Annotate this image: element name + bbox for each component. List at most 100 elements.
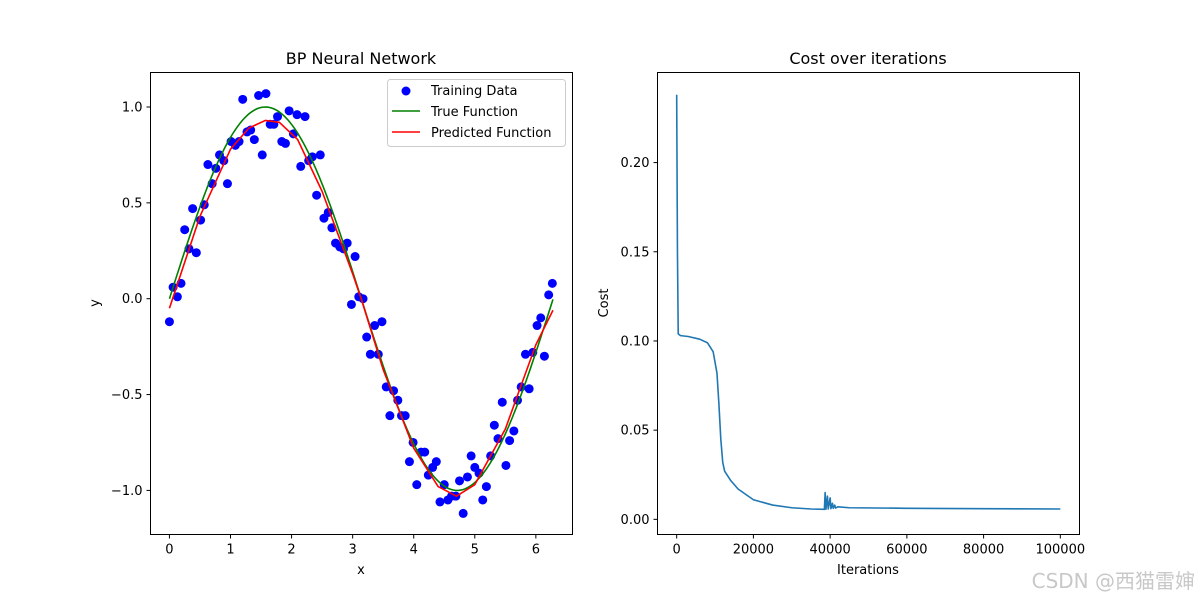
x-tick-label: 40000	[809, 543, 850, 558]
training-data-point	[238, 94, 248, 104]
training-data-point	[315, 150, 325, 160]
training-data-point	[234, 137, 244, 147]
plot-area	[675, 94, 1061, 511]
cost-line	[675, 94, 1061, 511]
training-data-point	[458, 508, 468, 518]
x-tick-label: 3	[349, 543, 357, 558]
y-tick-label: 0.0	[122, 292, 143, 307]
training-data-point	[222, 179, 232, 189]
y-axis-ticks: 0.00 0.05 0.10 0.15 0.20	[621, 156, 658, 528]
x-tick-label: 0	[165, 543, 173, 558]
training-data-point	[462, 472, 472, 482]
y-tick-label: 0.15	[621, 245, 650, 260]
axes-frame	[657, 72, 1080, 535]
training-data-point	[191, 248, 201, 258]
training-data-point	[254, 91, 264, 101]
training-data-point	[292, 110, 302, 120]
y-tick-label: −1.0	[111, 484, 143, 499]
training-data-point	[284, 106, 294, 116]
training-data-point	[273, 112, 283, 122]
training-data-point	[493, 434, 503, 444]
training-data-point	[296, 161, 306, 171]
x-axis-label: x	[357, 563, 365, 578]
training-data-point	[431, 457, 441, 467]
training-data-point	[370, 321, 380, 331]
training-data-point	[544, 290, 554, 300]
training-data-point	[547, 278, 557, 288]
training-data-point	[346, 299, 356, 309]
chart-title: BP Neural Network	[286, 49, 437, 68]
legend-box	[387, 79, 566, 147]
y-tick-label: 0.05	[621, 424, 650, 439]
training-data-point	[377, 317, 387, 327]
x-tick-label: 20000	[733, 543, 774, 558]
training-data-point	[203, 160, 213, 170]
training-data-point	[536, 313, 546, 323]
x-tick-label: 4	[410, 543, 418, 558]
training-data-point	[172, 292, 182, 302]
training-data-point	[385, 411, 395, 421]
training-data-point	[501, 460, 511, 470]
x-axis-label: Iterations	[837, 563, 899, 578]
training-data-point	[362, 332, 372, 342]
y-axis-ticks: −1.0 −0.5 0.0 0.5 1.0	[111, 101, 151, 499]
x-axis-ticks: 0 1 2 3 4 5 6	[165, 534, 540, 558]
training-data-point	[481, 482, 491, 492]
training-data-point	[257, 150, 267, 160]
training-data-point	[280, 138, 290, 148]
training-data-point	[455, 476, 465, 486]
y-tick-label: 0.20	[621, 156, 650, 171]
training-data-point	[288, 129, 298, 139]
legend-label-true-function: True Function	[430, 105, 518, 120]
training-data-point	[350, 252, 360, 262]
x-tick-label: 6	[532, 543, 540, 558]
training-data-point	[524, 384, 534, 394]
training-data-point	[509, 426, 519, 436]
legend: Training Data True Function Predicted Fu…	[387, 79, 566, 147]
watermark: CSDN @西猫雷婶	[1032, 569, 1195, 593]
x-tick-label: 5	[471, 543, 479, 558]
training-data-point	[539, 351, 549, 361]
training-data-point	[478, 495, 488, 505]
x-tick-label: 80000	[963, 543, 1004, 558]
plot-area	[164, 89, 557, 518]
predicted-function-line	[168, 119, 554, 497]
cost-over-iterations-chart: Cost over iterations 0 20000 40000 60000 800…	[597, 49, 1085, 578]
y-axis-label: Cost	[597, 289, 612, 318]
training-data-point	[505, 436, 515, 446]
y-tick-label: 0.10	[621, 334, 650, 349]
training-data-point	[412, 480, 422, 490]
training-data-point	[466, 451, 476, 461]
training-data-point	[520, 349, 530, 359]
training-data-point	[312, 190, 322, 200]
y-axis-label: y	[88, 299, 103, 307]
training-data-point	[365, 349, 375, 359]
training-data-point	[435, 497, 445, 507]
y-tick-label: −0.5	[111, 388, 143, 403]
legend-label-predicted-function: Predicted Function	[431, 126, 551, 141]
x-tick-label: 60000	[886, 543, 927, 558]
x-tick-label: 1	[226, 543, 234, 558]
training-data-point	[249, 135, 259, 145]
x-axis-ticks: 0 20000 40000 60000 80000 100000	[673, 534, 1085, 558]
chart-title: Cost over iterations	[789, 49, 946, 68]
training-data-point	[300, 112, 310, 122]
legend-label-training-data: Training Data	[430, 84, 517, 99]
bp-neural-network-chart: BP Neural Network 0 1 2 3 4 5 6 −1.0 −0.5 0.0 0.5…	[88, 49, 573, 578]
y-tick-label: 0.00	[621, 513, 650, 528]
x-tick-label: 2	[287, 543, 295, 558]
x-tick-label: 100000	[1035, 543, 1085, 558]
training-data-point	[261, 89, 271, 99]
training-data-point	[497, 397, 507, 407]
legend-marker-training-data	[401, 86, 411, 96]
y-tick-label: 1.0	[122, 101, 143, 116]
axes-frame	[150, 72, 573, 535]
x-tick-label: 0	[673, 543, 681, 558]
training-data-point	[489, 420, 499, 430]
training-data-point	[404, 457, 414, 467]
training-data-point	[180, 225, 190, 235]
y-tick-label: 0.5	[122, 196, 143, 211]
training-data-point	[188, 204, 198, 214]
